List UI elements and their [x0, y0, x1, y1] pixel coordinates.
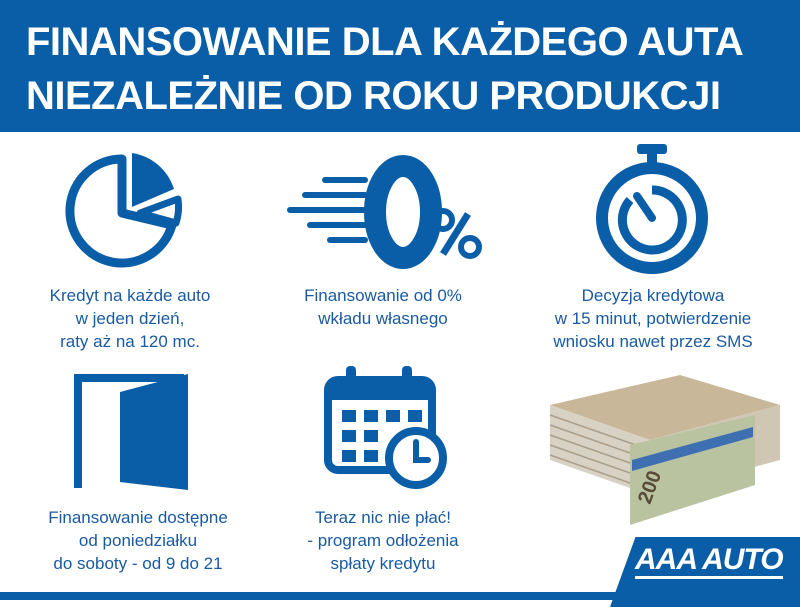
aaa-auto-logo: AAA AUTO [635, 545, 784, 579]
headline-line-1: FINANSOWANIE DLA KAŻDEGO AUTA [26, 20, 744, 64]
feature-decision-caption: Decyzja kredytowa w 15 minut, potwierdze… [523, 284, 783, 353]
caption-line: spłaty kredytu [330, 554, 436, 573]
caption-line: do soboty - od 9 do 21 [53, 554, 223, 573]
feature-credit-caption: Kredyt na każde auto w jeden dzień, raty… [0, 284, 260, 353]
caption-line: Teraz nic nie płać! [314, 508, 452, 527]
bottom-band [0, 592, 800, 600]
feature-zero-down-caption: Finansowanie od 0% wkładu własnego [253, 284, 513, 330]
caption-line: w 15 minut, potwierdzenie [554, 309, 752, 328]
caption-line: raty aż na 120 mc. [60, 332, 200, 351]
caption-line: od poniedziałku [78, 531, 198, 550]
open-door-icon [74, 374, 188, 490]
pie-chart-icon [65, 153, 183, 268]
caption-line: Finansowanie od 0% [304, 286, 462, 305]
stopwatch-icon [596, 144, 708, 274]
caption-line: Kredyt na każde auto [49, 286, 211, 305]
caption-line: w jeden dzień, [75, 309, 185, 328]
caption-line: wkładu własnego [318, 309, 448, 328]
caption-line: wniosku nawet przez SMS [553, 332, 753, 351]
caption-line: - program odłożenia [307, 531, 459, 550]
feature-deferral-caption: Teraz nic nie płać! - program odłożenia … [253, 506, 513, 575]
zero-percent-icon [287, 155, 482, 269]
banknotes-stack-icon: 200 [549, 375, 780, 525]
calendar-clock-icon [324, 366, 447, 489]
caption-line: Decyzja kredytowa [581, 286, 725, 305]
feature-hours-caption: Finansowanie dostępne od poniedziałku do… [8, 506, 268, 575]
header-banner: FINANSOWANIE DLA KAŻDEGO AUTA NIEZALEŻNI… [0, 0, 800, 132]
caption-line: Finansowanie dostępne [48, 508, 228, 527]
headline-line-2: NIEZALEŻNIE OD ROKU PRODUKCJI [26, 74, 721, 118]
